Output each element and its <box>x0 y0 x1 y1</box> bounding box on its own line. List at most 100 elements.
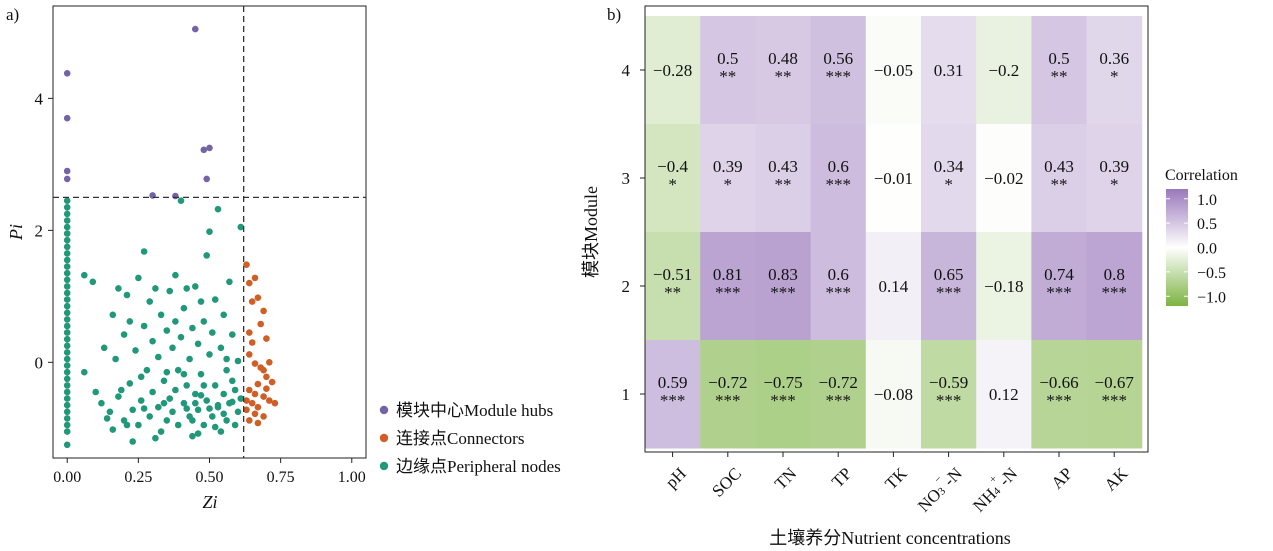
colorbar <box>1166 189 1188 306</box>
scatter-point <box>254 380 262 388</box>
scatter-point <box>155 403 162 411</box>
scatter-point <box>63 223 71 231</box>
column-label: pH <box>662 464 690 492</box>
scatter-point <box>63 283 71 290</box>
heatmap-cell <box>700 232 756 341</box>
cell-value-label: −0.02 <box>984 169 1023 188</box>
scatter-point <box>183 382 190 389</box>
scatter-point <box>140 322 148 330</box>
scatter-point <box>81 271 88 279</box>
row-label: 2 <box>622 277 631 296</box>
scatter-point <box>152 285 159 292</box>
scatter-point <box>231 421 239 429</box>
cell-significance: *** <box>825 283 851 302</box>
scatter-point <box>63 197 71 204</box>
cell-value-label: −0.01 <box>874 169 913 188</box>
scatter-point <box>63 217 71 224</box>
cell-significance: * <box>1110 175 1119 194</box>
scatter-point <box>63 401 71 409</box>
cell-value-label: −0.28 <box>653 61 692 80</box>
y-tick-label: 0 <box>35 353 44 372</box>
scatter-point <box>192 283 199 290</box>
cell-value-label: 0.6 <box>828 265 849 284</box>
heatmap-cell <box>976 232 1032 341</box>
scatter-point <box>63 415 71 422</box>
scatter-point <box>192 25 199 33</box>
scatter-point <box>246 417 253 424</box>
scatter-point <box>63 269 71 277</box>
colorbar-tick-label: −0.5 <box>1197 265 1226 282</box>
scatter-point <box>63 236 71 244</box>
cell-significance: * <box>724 175 733 194</box>
colorbar-tick-label: 0.5 <box>1197 216 1217 233</box>
cell-value-label: 0.43 <box>768 157 798 176</box>
scatter-point <box>63 210 71 218</box>
scatter-point <box>220 410 227 418</box>
legend-label: 模块中心Module hubs <box>396 401 553 420</box>
scatter-point <box>263 385 270 393</box>
x-tick-label: 0.50 <box>196 469 224 486</box>
heatmap-cell <box>976 16 1032 125</box>
heatmap-cell <box>810 124 867 233</box>
heatmap-cell <box>976 340 1032 449</box>
scatter-point <box>194 340 202 348</box>
scatter-point <box>260 393 267 400</box>
scatter-point <box>115 285 122 292</box>
legend-swatch <box>379 405 389 415</box>
y-axis-title: Pi <box>6 224 26 241</box>
scatter-point <box>229 398 236 406</box>
scatter-point <box>149 388 156 396</box>
cell-significance: ** <box>775 175 792 194</box>
cell-value-label: 0.74 <box>1044 265 1074 284</box>
x-axis-title: Zi <box>202 492 217 512</box>
scatter-point <box>126 380 134 387</box>
scatter-point <box>63 441 71 449</box>
cell-value-label: 0.31 <box>934 61 964 80</box>
row-label: 3 <box>622 169 631 188</box>
scatter-point <box>251 274 259 282</box>
scatter-point <box>268 378 276 386</box>
cell-value-label: 0.43 <box>1044 157 1074 176</box>
scatter-point <box>229 377 236 385</box>
scatter-point <box>248 399 256 407</box>
scatter-point <box>243 397 250 404</box>
row-label: 1 <box>622 385 631 404</box>
cell-value-label: 0.36 <box>1099 49 1129 68</box>
cell-significance: *** <box>770 283 796 302</box>
scatter-point <box>263 335 270 342</box>
scatter-point <box>206 228 213 235</box>
colorbar-title: Correlation <box>1165 167 1238 184</box>
scatter-point <box>223 417 230 424</box>
cell-value-label: −0.66 <box>1039 373 1078 392</box>
cell-significance: *** <box>825 391 851 410</box>
heatmap-cell <box>865 232 922 341</box>
scatter-point <box>63 388 71 396</box>
scatter-point <box>63 329 71 336</box>
scatter-point <box>197 370 205 378</box>
scatter-point <box>63 167 71 175</box>
scatter-point <box>211 382 219 389</box>
scatter-point <box>172 386 179 394</box>
cell-value-label: 0.6 <box>828 157 849 176</box>
colorbar-tick-label: −1.0 <box>1197 289 1226 306</box>
scatter-point <box>126 318 134 325</box>
scatter-point <box>206 405 213 412</box>
cell-significance: *** <box>1101 283 1127 302</box>
row-labels: 4 3 2 1 <box>622 61 645 404</box>
scatter-point <box>223 366 230 374</box>
scatter-point <box>132 347 139 354</box>
scatter-point <box>220 311 227 319</box>
scatter-point <box>63 296 71 303</box>
scatter-point <box>63 382 71 389</box>
cell-significance: *** <box>825 175 851 194</box>
scatter-point <box>63 395 71 402</box>
scatter-point <box>157 311 165 319</box>
colorbar-ticks: 1.0 0.5 0.0 −0.5 −1.0 <box>1166 192 1226 306</box>
scatter-point <box>234 408 242 416</box>
scatter-point <box>189 432 196 440</box>
heatmap-cell <box>921 232 977 341</box>
panel-b-label: b) <box>607 5 621 24</box>
scatter-point <box>203 252 210 259</box>
cell-value-label: 0.39 <box>713 157 743 176</box>
